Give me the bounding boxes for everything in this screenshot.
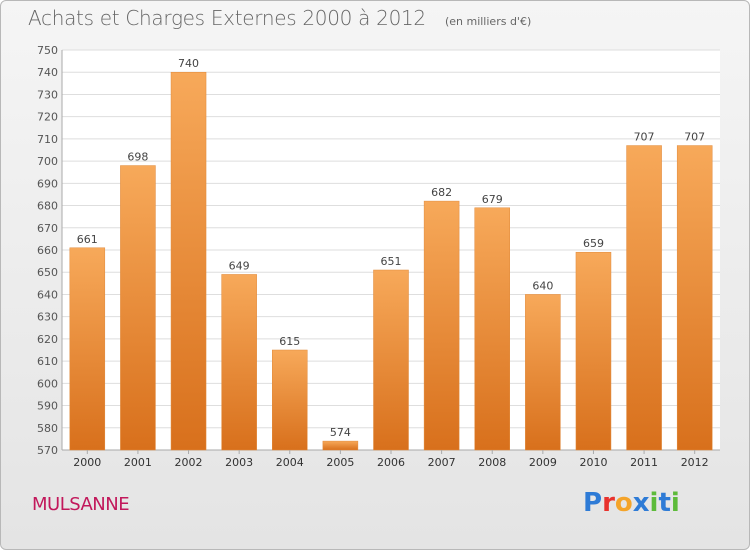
data-label: 615 <box>279 335 300 348</box>
y-tick-label: 630 <box>37 311 58 324</box>
x-tick-label: 2008 <box>478 456 506 469</box>
bar <box>626 145 662 451</box>
y-tick-label: 590 <box>37 400 58 413</box>
bar <box>373 269 409 451</box>
logo-letter: r <box>602 488 615 518</box>
x-tick-label: 2010 <box>579 456 607 469</box>
proxiti-logo: Proxiti <box>583 488 680 518</box>
x-tick-label: 2005 <box>326 456 354 469</box>
logo-letter: t <box>658 488 671 518</box>
bar <box>474 207 510 451</box>
y-tick-label: 710 <box>37 133 58 146</box>
chart-title: Achats et Charges Externes 2000 à 2012 <box>28 6 426 30</box>
y-tick-label: 690 <box>37 177 58 190</box>
y-tick-label: 750 <box>37 44 58 57</box>
data-label: 649 <box>229 259 250 272</box>
bar <box>120 165 156 451</box>
x-tick-label: 2004 <box>276 456 304 469</box>
bar <box>221 274 257 451</box>
y-tick-label: 640 <box>37 288 58 301</box>
data-label: 707 <box>684 131 705 144</box>
y-tick-label: 650 <box>37 266 58 279</box>
data-label: 651 <box>381 255 402 268</box>
x-tick-label: 2007 <box>428 456 456 469</box>
y-tick-label: 580 <box>37 422 58 435</box>
data-label: 640 <box>532 279 553 292</box>
bar <box>575 251 612 451</box>
bar <box>525 294 561 451</box>
logo-letter: o <box>614 488 633 518</box>
data-label: 659 <box>583 237 604 250</box>
data-label: 574 <box>330 426 351 439</box>
data-label: 679 <box>482 193 503 206</box>
x-tick-label: 2011 <box>630 456 658 469</box>
data-label: 740 <box>178 57 199 70</box>
y-tick-label: 570 <box>37 444 58 457</box>
x-tick-label: 2001 <box>124 456 152 469</box>
y-tick-label: 620 <box>37 333 58 346</box>
logo-letter: i <box>649 488 659 518</box>
y-tick-label: 600 <box>37 377 58 390</box>
y-tick-label: 670 <box>37 222 58 235</box>
bar <box>272 349 308 451</box>
x-tick-label: 2003 <box>225 456 253 469</box>
y-tick-label: 680 <box>37 200 58 213</box>
y-tick-label: 610 <box>37 355 58 368</box>
x-tick-label: 2009 <box>529 456 557 469</box>
bar <box>423 200 460 451</box>
data-label: 661 <box>77 233 98 246</box>
chart-title-block: Achats et Charges Externes 2000 à 2012 (… <box>28 6 531 30</box>
x-tick-label: 2000 <box>73 456 101 469</box>
bar <box>69 247 106 451</box>
y-tick-label: 740 <box>37 66 58 79</box>
logo-letter: P <box>583 488 603 518</box>
data-label: 707 <box>634 131 655 144</box>
x-tick-label: 2006 <box>377 456 405 469</box>
commune-name: MULSANNE <box>32 494 130 515</box>
bar <box>676 145 713 451</box>
x-tick-label: 2002 <box>175 456 203 469</box>
bar <box>322 440 359 451</box>
y-tick-label: 660 <box>37 244 58 257</box>
chart-unit: (en milliers d'€) <box>444 15 532 28</box>
x-tick-label: 2012 <box>681 456 709 469</box>
y-tick-label: 720 <box>37 111 58 124</box>
bar <box>170 71 207 451</box>
y-tick-label: 700 <box>37 155 58 168</box>
logo-letter: i <box>670 488 680 518</box>
y-tick-label: 730 <box>37 88 58 101</box>
data-label: 682 <box>431 186 452 199</box>
logo-letter: x <box>632 488 650 518</box>
data-label: 698 <box>127 151 148 164</box>
